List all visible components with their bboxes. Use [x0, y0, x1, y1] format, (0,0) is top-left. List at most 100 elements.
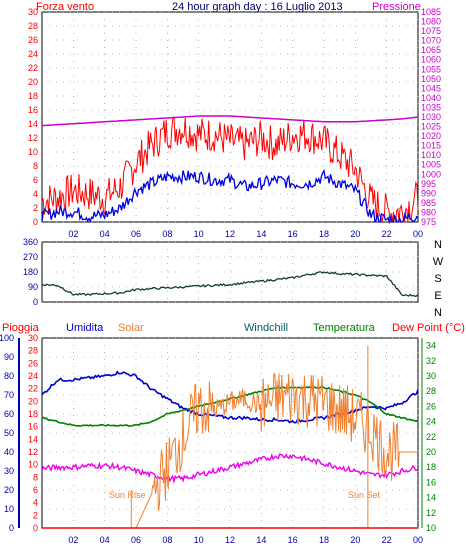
- y-tick-right: 1070: [421, 36, 441, 46]
- y-tick-humidity: 60: [4, 409, 14, 419]
- y-tick-right: 1000: [421, 169, 441, 179]
- y-tick-left: 22: [28, 63, 38, 73]
- y-tick-left: 2: [33, 203, 38, 213]
- sunset-annotation: Sun Set: [348, 490, 381, 500]
- y-tick-humidity: 80: [4, 371, 14, 381]
- x-tick: 18: [319, 535, 329, 545]
- y-tick-left: 26: [28, 35, 38, 45]
- y-tick-direction: 270: [23, 252, 38, 262]
- y-tick-left: 10: [28, 147, 38, 157]
- y-tick-right: 1075: [421, 26, 441, 36]
- x-tick: 14: [256, 535, 266, 545]
- y-tick-right: 1030: [421, 112, 441, 122]
- series-wind: [41, 169, 419, 225]
- y-tick-right: 1020: [421, 131, 441, 141]
- y-tick-rain: 4: [33, 498, 38, 508]
- series-direction: [41, 271, 419, 297]
- y-tick-right: 1060: [421, 55, 441, 65]
- y-tick-temp: 16: [426, 477, 436, 487]
- graph-title: 24 hour graph day : 16 Luglio 2013: [172, 1, 343, 13]
- y-tick-temp: 10: [426, 523, 436, 533]
- y-tick-left: 0: [33, 217, 38, 227]
- x-tick: 22: [382, 229, 392, 239]
- y-tick-rain: 6: [33, 485, 38, 495]
- series-pressure: [41, 115, 419, 127]
- x-tick: 20: [350, 229, 360, 239]
- chart-marks: 0246810121416182022242628309759809859909…: [0, 7, 444, 545]
- y-tick-direction: 180: [23, 267, 38, 277]
- y-tick-temp: 24: [426, 417, 436, 427]
- y-tick-humidity: 40: [4, 447, 14, 457]
- y-tick-right: 1040: [421, 93, 441, 103]
- compass-label: S: [434, 273, 441, 285]
- x-tick: 02: [68, 229, 78, 239]
- series-dewpoint: [41, 453, 419, 485]
- x-tick: 14: [256, 229, 266, 239]
- y-tick-temp: 26: [426, 401, 436, 411]
- y-tick-right: 985: [421, 198, 436, 208]
- y-tick-right: 995: [421, 179, 436, 189]
- y-tick-humidity: 100: [0, 333, 14, 343]
- y-tick-rain: 12: [28, 447, 38, 457]
- x-tick: 06: [131, 535, 141, 545]
- legend-temperature: Temperatura: [313, 322, 376, 334]
- compass-label: E: [434, 290, 441, 302]
- y-tick-rain: 18: [28, 409, 38, 419]
- y-tick-temp: 22: [426, 432, 436, 442]
- y-tick-right: 1050: [421, 74, 441, 84]
- y-tick-right: 975: [421, 217, 436, 227]
- x-tick: 20: [350, 535, 360, 545]
- legend-solar: Solar: [118, 322, 144, 334]
- y-tick-right: 1025: [421, 122, 441, 132]
- y-tick-humidity: 90: [4, 352, 14, 362]
- y-tick-direction: 90: [28, 282, 38, 292]
- compass-label: W: [433, 256, 444, 268]
- y-tick-temp: 30: [426, 371, 436, 381]
- x-tick: 22: [382, 535, 392, 545]
- y-tick-right: 1010: [421, 150, 441, 160]
- y-tick-right: 1045: [421, 83, 441, 93]
- x-tick: 12: [225, 229, 235, 239]
- y-tick-right: 1015: [421, 141, 441, 151]
- y-tick-temp: 32: [426, 356, 436, 366]
- y-tick-right: 980: [421, 207, 436, 217]
- y-tick-left: 20: [28, 77, 38, 87]
- y-tick-right: 1055: [421, 64, 441, 74]
- x-tick: 12: [225, 535, 235, 545]
- y-tick-right: 1080: [421, 17, 441, 27]
- y-tick-rain: 24: [28, 371, 38, 381]
- x-tick: 18: [319, 229, 329, 239]
- y-tick-direction: 0: [33, 297, 38, 307]
- y-tick-left: 6: [33, 175, 38, 185]
- y-tick-humidity: 10: [4, 504, 14, 514]
- x-tick: 02: [68, 535, 78, 545]
- legend-windchill: Windchill: [244, 322, 288, 334]
- x-tick: 04: [100, 535, 110, 545]
- compass-label: N: [434, 307, 442, 319]
- x-tick: 16: [288, 535, 298, 545]
- y-tick-left: 8: [33, 161, 38, 171]
- y-tick-rain: 0: [33, 523, 38, 533]
- x-tick: 10: [194, 535, 204, 545]
- y-tick-rain: 28: [28, 346, 38, 356]
- y-tick-temp: 18: [426, 462, 436, 472]
- legend-humidity: Umidita: [66, 322, 104, 334]
- y-tick-rain: 8: [33, 472, 38, 482]
- legend-rain: Pioggia: [2, 322, 40, 334]
- y-tick-left: 4: [33, 189, 38, 199]
- y-tick-rain: 26: [28, 358, 38, 368]
- x-tick: 08: [162, 229, 172, 239]
- x-tick: 10: [194, 229, 204, 239]
- y-tick-left: 24: [28, 49, 38, 59]
- y-tick-right: 1065: [421, 45, 441, 55]
- sunrise-annotation: Sun Rise: [109, 490, 146, 500]
- y-tick-temp: 14: [426, 493, 436, 503]
- y-tick-rain: 30: [28, 333, 38, 343]
- wind-force-label: Forza vento: [36, 1, 94, 13]
- x-tick: 00: [413, 535, 423, 545]
- y-tick-right: 1085: [421, 7, 441, 17]
- x-tick: 00: [413, 229, 423, 239]
- x-tick: 06: [131, 229, 141, 239]
- series-gust: [41, 116, 419, 223]
